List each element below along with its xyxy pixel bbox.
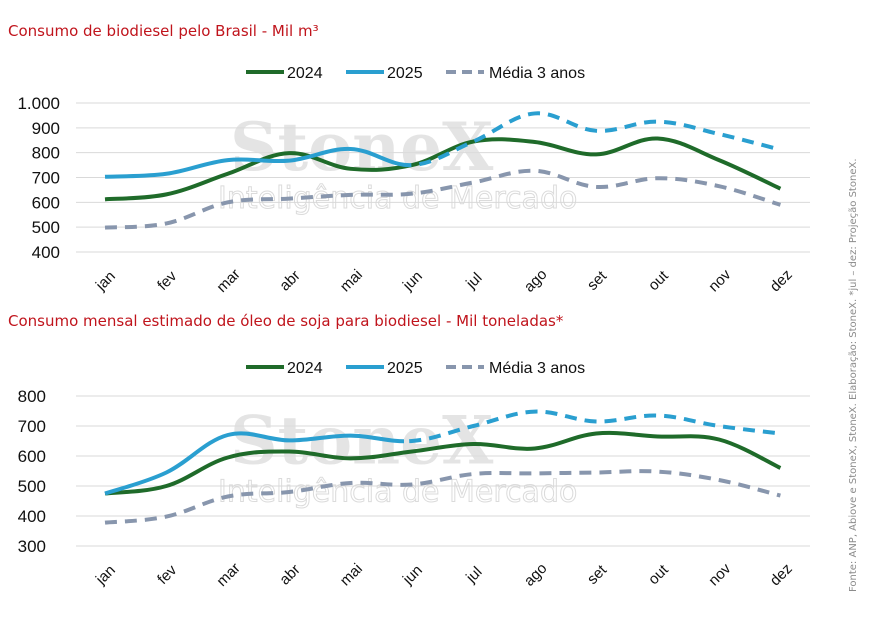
x-tick-label: ago <box>521 560 551 590</box>
x-tick-label: dez <box>767 266 796 295</box>
x-tick-label: jul <box>462 269 485 292</box>
y-tick-label: 800 <box>32 144 60 163</box>
x-tick-label: set <box>584 267 611 294</box>
x-tick-label: mar <box>213 560 243 590</box>
x-tick-label: nov <box>705 560 734 589</box>
watermark-subtitle: Inteligência de Mercado <box>218 475 577 510</box>
x-tick-label: jan <box>92 562 119 589</box>
y-tick-label: 500 <box>32 218 60 237</box>
series-line-media-3-anos <box>104 168 781 230</box>
series-line-2024 <box>104 430 782 496</box>
x-tick-label: out <box>645 267 672 294</box>
x-tick-label: fev <box>154 267 181 294</box>
series-line-media-3-anos <box>104 469 781 525</box>
legend-label-2: Média 3 anos <box>489 360 585 377</box>
series-line-2024 <box>104 136 782 202</box>
y-tick-label: 1.000 <box>17 94 60 113</box>
series-line-2025-projection <box>404 409 781 444</box>
source-note: Fonte: ANP, Abiove e StoneX, StoneX. Ela… <box>848 158 859 593</box>
chart-biodiesel-consumption: 400 500 600 700 800 900 1.000 jan fev mar abr mai ju… <box>17 65 810 296</box>
y-tick-label: 500 <box>18 477 46 496</box>
y-tick-label: 300 <box>18 537 46 556</box>
series-line-2025-projection <box>404 111 781 168</box>
series-line-2025-actual <box>104 146 404 179</box>
y-tick-label: 400 <box>32 243 60 262</box>
watermark-brand: StoneX <box>230 402 494 480</box>
x-tick-label: abr <box>276 561 303 588</box>
legend-label-0: 2024 <box>287 65 323 82</box>
x-tick-label: mar <box>213 266 243 296</box>
x-tick-label: set <box>584 561 611 588</box>
legend-label-1: 2025 <box>387 65 423 82</box>
x-tick-label: jul <box>462 563 485 586</box>
x-tick-label: mai <box>337 266 366 295</box>
series-line-2025-actual <box>104 431 404 496</box>
x-tick-label: dez <box>767 560 796 589</box>
x-tick-label: ago <box>521 266 551 296</box>
y-tick-label: 900 <box>32 119 60 138</box>
x-tick-label: out <box>645 561 672 588</box>
watermark-brand: StoneX <box>230 108 494 186</box>
y-tick-label: 700 <box>18 417 46 436</box>
y-tick-label: 800 <box>18 387 46 406</box>
legend-label-2: Média 3 anos <box>489 65 585 82</box>
x-tick-label: nov <box>705 266 734 295</box>
y-tick-label: 600 <box>18 447 46 466</box>
x-tick-label: fev <box>154 561 181 588</box>
x-tick-label: abr <box>276 267 303 294</box>
x-tick-label: jan <box>92 268 119 295</box>
x-tick-label: jun <box>399 268 426 295</box>
chart-title-soybean-oil: Consumo mensal estimado de óleo de soja … <box>8 312 564 330</box>
y-tick-label: 700 <box>32 169 60 188</box>
y-tick-label: 600 <box>32 193 60 212</box>
y-tick-label: 400 <box>18 507 46 526</box>
legend-label-0: 2024 <box>287 360 323 377</box>
chart-title-biodiesel: Consumo de biodiesel pelo Brasil - Mil m… <box>8 22 319 40</box>
x-tick-label: mai <box>337 560 366 589</box>
legend-label-1: 2025 <box>387 360 423 377</box>
x-tick-label: jun <box>399 562 426 589</box>
chart-soybean-oil-consumption: 300 400 500 600 700 800 jan fev mar abr mai jun jul a… <box>18 360 810 590</box>
watermark-subtitle: Inteligência de Mercado <box>218 181 577 216</box>
